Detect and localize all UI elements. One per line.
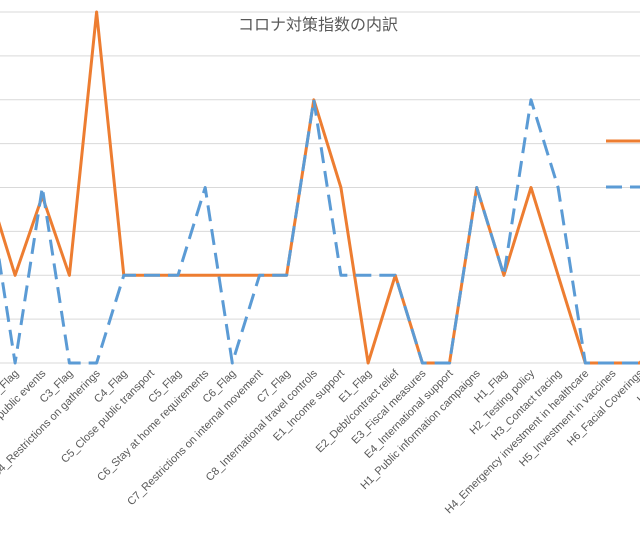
series-line-1 [0,10,640,365]
chart-title: コロナ対策指数の内訳 [238,15,398,34]
series-line-2 [0,98,640,365]
legend [606,139,640,189]
gridlines [0,11,640,364]
series-lines [0,10,640,365]
x-tick-labels: C1_School closingC2_FlagC3_Cancel public… [0,367,640,516]
